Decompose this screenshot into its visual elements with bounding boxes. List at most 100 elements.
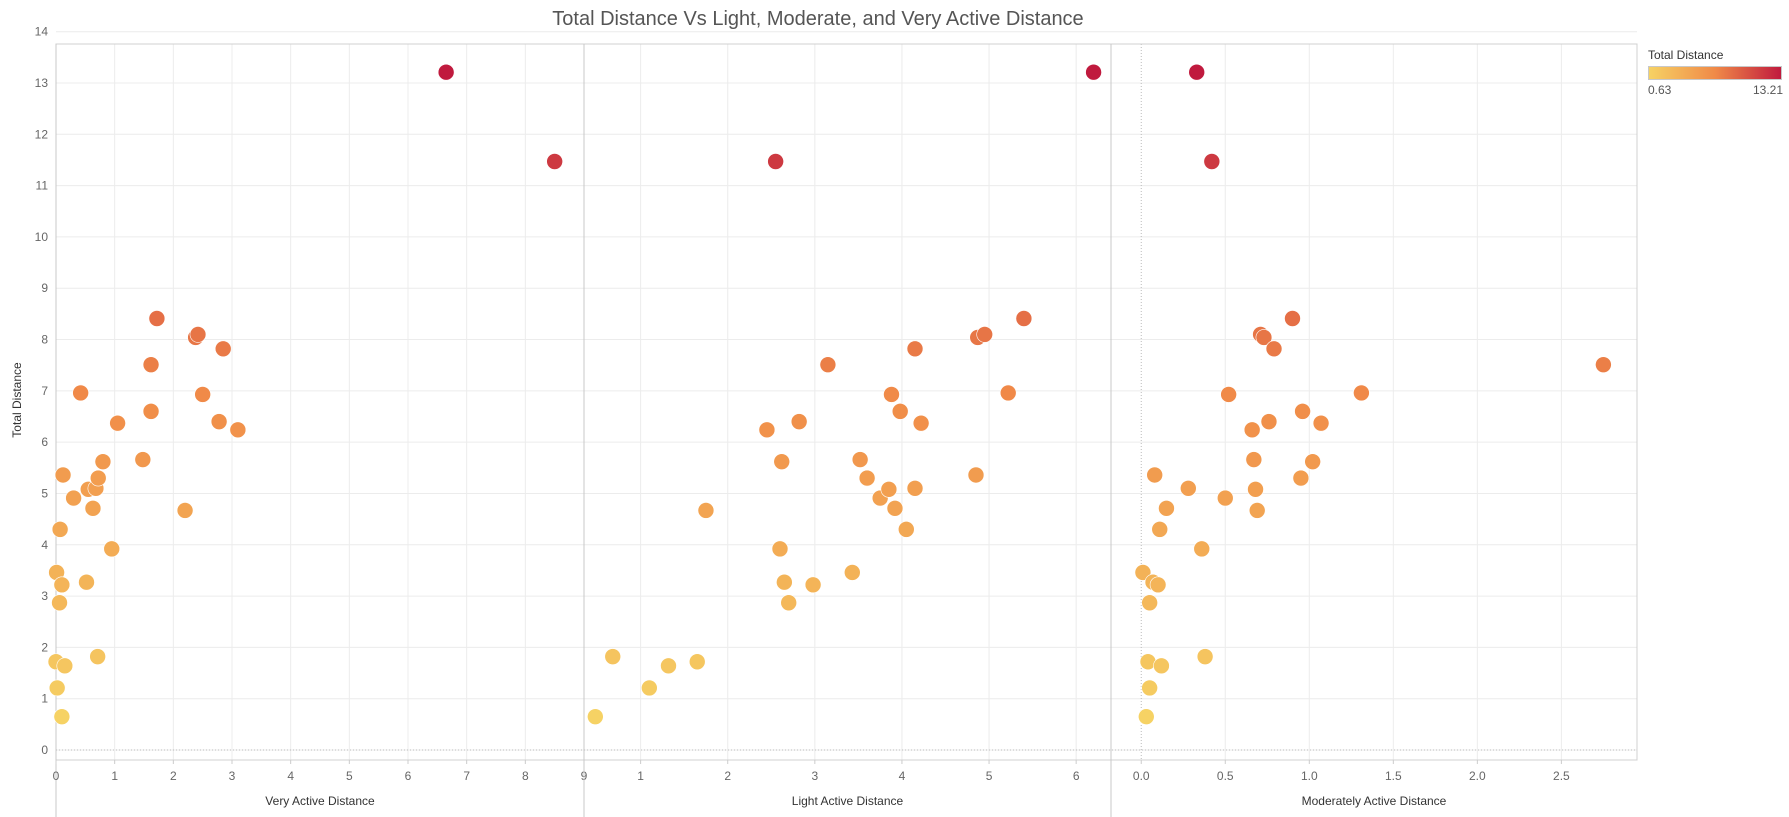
data-point — [78, 573, 95, 591]
data-point — [1312, 414, 1330, 432]
data-point — [1203, 153, 1221, 170]
data-point — [54, 466, 72, 484]
data-point — [1015, 310, 1033, 327]
data-point — [1265, 340, 1283, 358]
data-point — [843, 564, 861, 581]
data-point — [103, 540, 121, 558]
data-point — [1595, 356, 1612, 373]
x-tick-label: 1.5 — [1385, 769, 1402, 783]
data-point — [906, 340, 924, 358]
data-point — [880, 481, 898, 498]
data-point — [84, 500, 102, 517]
data-point — [229, 421, 247, 439]
data-point — [976, 326, 993, 343]
data-point — [767, 153, 784, 170]
grid-layer — [55, 31, 1637, 760]
data-point — [1137, 708, 1155, 725]
x-tick-label: 1.0 — [1301, 769, 1318, 783]
data-point — [697, 502, 715, 519]
data-point — [891, 403, 909, 420]
data-point — [189, 326, 207, 343]
x-tick-label: 5 — [346, 769, 353, 783]
data-point — [1255, 329, 1273, 346]
data-point — [109, 414, 126, 432]
x-tick-label: 3 — [811, 769, 818, 783]
data-point — [48, 679, 66, 697]
data-point — [53, 708, 71, 725]
data-point — [1180, 480, 1197, 497]
points-layer — [47, 63, 1612, 725]
data-point — [858, 469, 876, 487]
x-tick-label: 0.5 — [1217, 769, 1234, 783]
data-point — [1243, 421, 1261, 439]
data-point — [89, 648, 106, 665]
y-tick-label: 4 — [41, 538, 48, 552]
data-point — [1248, 502, 1266, 519]
x-tick-label: 2 — [170, 769, 177, 783]
data-point — [1141, 594, 1158, 612]
x-tick-label: 2 — [724, 769, 731, 783]
x-axis-label: Very Active Distance — [265, 794, 375, 808]
legend-title: Total Distance — [1648, 48, 1724, 62]
x-tick-label: 0.0 — [1133, 769, 1150, 783]
y-tick-label: 2 — [41, 640, 48, 654]
data-point — [1304, 453, 1321, 470]
data-point — [51, 594, 68, 612]
data-point — [142, 403, 160, 420]
y-tick-label: 11 — [36, 179, 49, 193]
data-point — [148, 310, 166, 327]
data-point — [94, 453, 112, 470]
y-tick-label: 14 — [35, 25, 49, 39]
data-point — [1260, 413, 1278, 430]
data-point — [897, 521, 915, 538]
data-point — [53, 576, 71, 594]
data-point — [1141, 679, 1158, 697]
data-point — [790, 413, 808, 430]
x-axis-label: Moderately Active Distance — [1302, 794, 1447, 808]
legend-max-label: 13.21 — [1752, 83, 1783, 97]
data-point — [758, 421, 776, 439]
data-point — [65, 489, 82, 507]
data-point — [1158, 500, 1175, 517]
legend-min-label: 0.63 — [1648, 83, 1672, 97]
x-tick-label: 0 — [53, 769, 60, 783]
data-point — [883, 386, 900, 403]
y-tick-label: 13 — [35, 76, 49, 90]
y-tick-label: 1 — [41, 692, 48, 706]
axis-layer: 012345678910111213140123456789Very Activ… — [35, 25, 1638, 817]
data-point — [1196, 648, 1214, 665]
data-point — [641, 679, 658, 697]
y-tick-label: 9 — [41, 281, 48, 295]
y-tick-label: 12 — [35, 127, 49, 141]
x-tick-label: 3 — [229, 769, 236, 783]
data-point — [56, 657, 74, 675]
data-point — [1284, 310, 1301, 327]
data-point — [1292, 469, 1310, 487]
data-point — [604, 648, 622, 665]
data-point — [999, 384, 1017, 402]
data-point — [1247, 481, 1264, 498]
data-point — [886, 500, 904, 517]
x-tick-label: 7 — [463, 769, 470, 783]
data-point — [89, 469, 107, 487]
data-point — [773, 453, 791, 470]
data-point — [1153, 657, 1170, 675]
data-point — [1188, 63, 1206, 81]
y-tick-label: 0 — [41, 743, 48, 757]
data-point — [967, 466, 985, 484]
data-point — [587, 708, 604, 725]
y-tick-label: 7 — [41, 384, 48, 398]
data-point — [780, 594, 798, 612]
y-tick-label: 5 — [41, 486, 48, 500]
data-point — [906, 480, 924, 497]
data-point — [176, 502, 194, 519]
data-point — [134, 451, 152, 468]
data-point — [804, 576, 822, 594]
data-point — [1220, 386, 1237, 403]
chart-title: Total Distance Vs Light, Moderate, and V… — [552, 8, 1084, 30]
x-tick-label: 1 — [637, 769, 644, 783]
x-tick-label: 1 — [111, 769, 118, 783]
x-axis-label: Light Active Distance — [792, 794, 904, 808]
data-point — [851, 451, 869, 468]
